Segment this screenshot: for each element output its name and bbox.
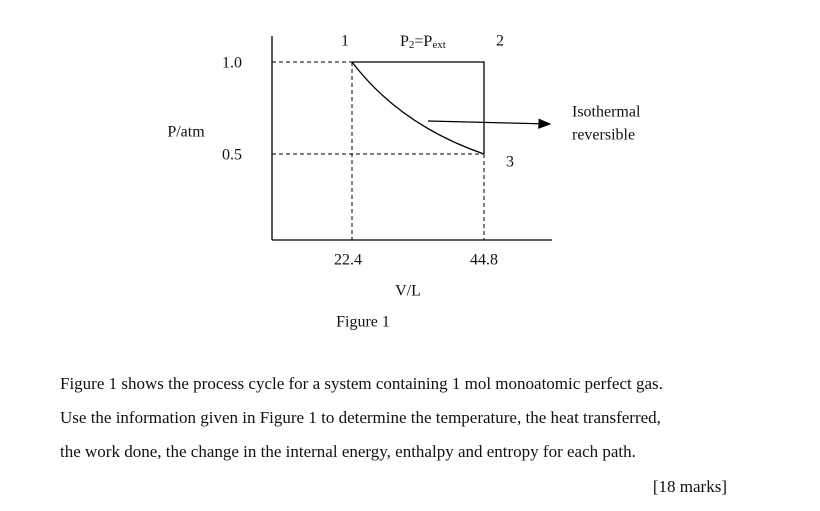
paragraph-line: Figure 1 shows the process cycle for a s…: [60, 374, 663, 393]
point-label: 1: [341, 33, 349, 50]
text: P: [400, 33, 409, 50]
subscript: 2: [409, 39, 415, 51]
arrow: [427, 118, 552, 129]
y-label: 0.5: [222, 147, 242, 164]
annotation: reversible: [572, 127, 635, 144]
point-label: 2: [496, 33, 504, 50]
x-label: 44.8: [470, 252, 498, 269]
caption: Figure 1: [336, 314, 390, 331]
text: =P: [414, 33, 432, 50]
subscript: ext: [432, 39, 445, 51]
x-label: 22.4: [334, 252, 362, 269]
question: Figure 1 shows the process cycle for a s…: [60, 374, 727, 496]
point-label: 3: [506, 154, 514, 171]
x-axis-title: V/L: [395, 283, 421, 300]
paragraph-line: the work done, the change in the interna…: [60, 442, 636, 461]
isothermal-path: [351, 61, 485, 155]
annotation: Isothermal: [572, 104, 641, 121]
pressure-label: P2=Pext: [400, 33, 446, 51]
marks: [18 marks]: [653, 477, 727, 496]
paragraph-line: Use the information given in Figure 1 to…: [60, 408, 661, 427]
process-path: [352, 61, 485, 154]
figure: 1 2 3 P2=Pext 1.0 0.5 P/atm 22.4 44.8 V/…: [167, 33, 641, 331]
y-axis-title: P/atm: [167, 124, 205, 141]
y-label: 1.0: [222, 55, 242, 72]
